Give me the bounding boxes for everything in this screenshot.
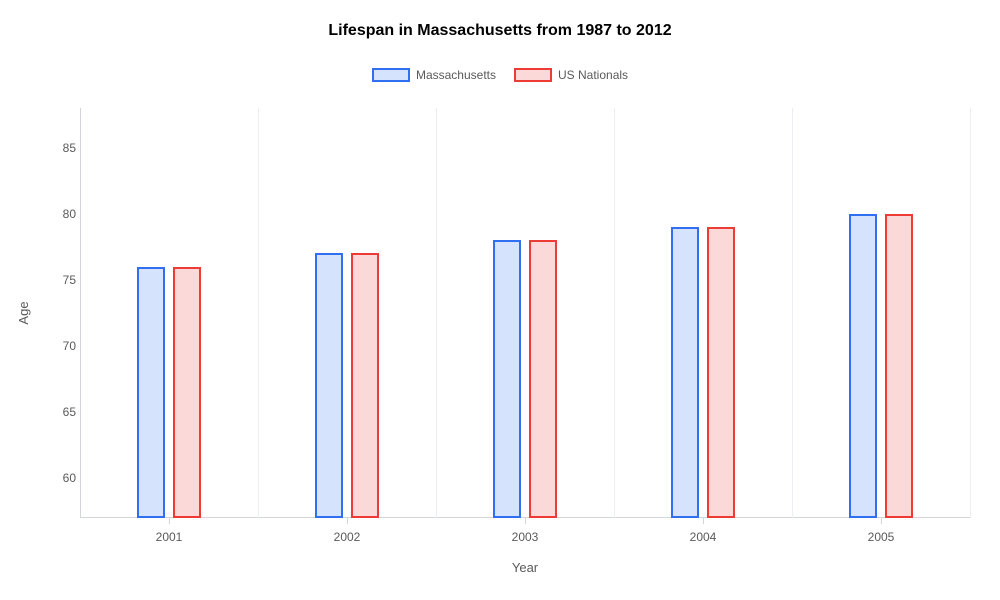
gridline-vertical — [970, 108, 971, 518]
y-tick-label: 80 — [40, 207, 76, 221]
legend: Massachusetts US Nationals — [0, 68, 1000, 82]
x-tick-mark — [881, 518, 882, 524]
y-axis-line — [80, 108, 81, 518]
gridline-vertical — [436, 108, 437, 518]
legend-item-us-nationals: US Nationals — [514, 68, 628, 82]
gridline-vertical — [614, 108, 615, 518]
x-axis-label: Year — [512, 560, 538, 575]
x-tick-label: 2003 — [512, 530, 539, 544]
bar-us-nationals-2005 — [885, 214, 913, 518]
legend-item-massachusetts: Massachusetts — [372, 68, 496, 82]
x-tick-mark — [703, 518, 704, 524]
y-axis-label: Age — [16, 301, 31, 324]
x-tick-label: 2001 — [156, 530, 183, 544]
y-tick-label: 70 — [40, 339, 76, 353]
x-tick-mark — [525, 518, 526, 524]
plot-area — [80, 108, 970, 518]
y-tick-label: 65 — [40, 405, 76, 419]
bar-massachusetts-2005 — [849, 214, 877, 518]
y-tick-label: 60 — [40, 471, 76, 485]
legend-swatch-massachusetts — [372, 68, 410, 82]
gridline-vertical — [792, 108, 793, 518]
legend-swatch-us-nationals — [514, 68, 552, 82]
chart-title: Lifespan in Massachusetts from 1987 to 2… — [0, 0, 1000, 40]
x-axis: 2001 2002 2003 2004 2005 — [80, 518, 970, 548]
bar-us-nationals-2002 — [351, 253, 379, 518]
bar-massachusetts-2004 — [671, 227, 699, 518]
x-tick-mark — [347, 518, 348, 524]
legend-label-us-nationals: US Nationals — [558, 68, 628, 82]
x-tick-label: 2005 — [868, 530, 895, 544]
y-tick-label: 85 — [40, 141, 76, 155]
bar-massachusetts-2003 — [493, 240, 521, 518]
bar-massachusetts-2001 — [137, 267, 165, 518]
chart-container: Lifespan in Massachusetts from 1987 to 2… — [0, 0, 1000, 600]
legend-label-massachusetts: Massachusetts — [416, 68, 496, 82]
bar-us-nationals-2003 — [529, 240, 557, 518]
x-tick-label: 2002 — [334, 530, 361, 544]
gridline-vertical — [258, 108, 259, 518]
x-tick-mark — [169, 518, 170, 524]
bar-us-nationals-2001 — [173, 267, 201, 518]
x-tick-label: 2004 — [690, 530, 717, 544]
y-tick-label: 75 — [40, 273, 76, 287]
bar-us-nationals-2004 — [707, 227, 735, 518]
bar-massachusetts-2002 — [315, 253, 343, 518]
y-axis: 60 65 70 75 80 85 — [40, 108, 76, 518]
